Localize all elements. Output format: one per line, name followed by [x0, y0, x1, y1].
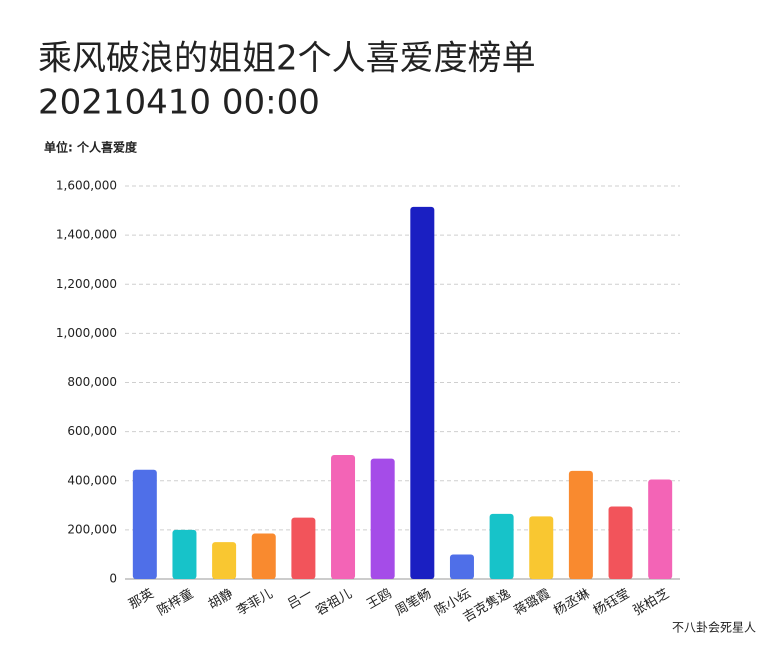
- bar: [489, 513, 514, 579]
- bar: [132, 469, 157, 579]
- bar: [251, 533, 276, 579]
- bar: [370, 458, 395, 579]
- bar: [212, 542, 237, 579]
- bar: [449, 554, 474, 579]
- y-tick-label: 1,200,000: [56, 277, 117, 291]
- bar: [172, 529, 197, 579]
- y-axis-label: 单位: 个人喜爱度: [44, 140, 138, 155]
- y-tick-label: 800,000: [67, 375, 117, 389]
- x-tick-label: 胡静: [206, 587, 236, 613]
- x-tick-label: 吕一: [285, 587, 315, 613]
- x-tick-label: 蒋璐霞: [512, 587, 553, 619]
- y-tick-label: 400,000: [67, 473, 117, 487]
- bar: [331, 454, 356, 579]
- y-tick-label: 1,400,000: [56, 228, 117, 242]
- x-tick-label: 那英: [127, 587, 157, 613]
- bar: [291, 517, 316, 579]
- bar: [648, 479, 673, 579]
- watermark: 不八卦会死星人: [672, 621, 756, 635]
- x-tick-label: 陈梓童: [154, 586, 196, 619]
- bar: [568, 470, 593, 579]
- bar: [529, 516, 554, 579]
- chart-subtitle: 20210410 00:00: [38, 83, 320, 123]
- x-tick-label: 杨丞琳: [551, 587, 592, 619]
- y-tick-label: 600,000: [67, 424, 117, 438]
- x-tick-label: 容祖儿: [313, 586, 355, 619]
- y-tick-label: 1,600,000: [56, 179, 117, 193]
- chart-title: 乘风破浪的姐姐2个人喜爱度榜单: [38, 39, 536, 79]
- y-tick-label: 0: [109, 572, 117, 586]
- x-tick-label: 杨钰莹: [591, 587, 632, 619]
- y-tick-label: 200,000: [67, 522, 117, 536]
- x-tick-label: 李菲儿: [234, 587, 275, 619]
- x-tick-label: 王鸥: [364, 586, 395, 613]
- x-tick-label: 周笔畅: [392, 586, 434, 619]
- y-tick-label: 1,000,000: [56, 326, 117, 340]
- x-tick-label: 张柏芝: [630, 586, 672, 619]
- bar: [410, 206, 435, 580]
- bar: [608, 506, 633, 579]
